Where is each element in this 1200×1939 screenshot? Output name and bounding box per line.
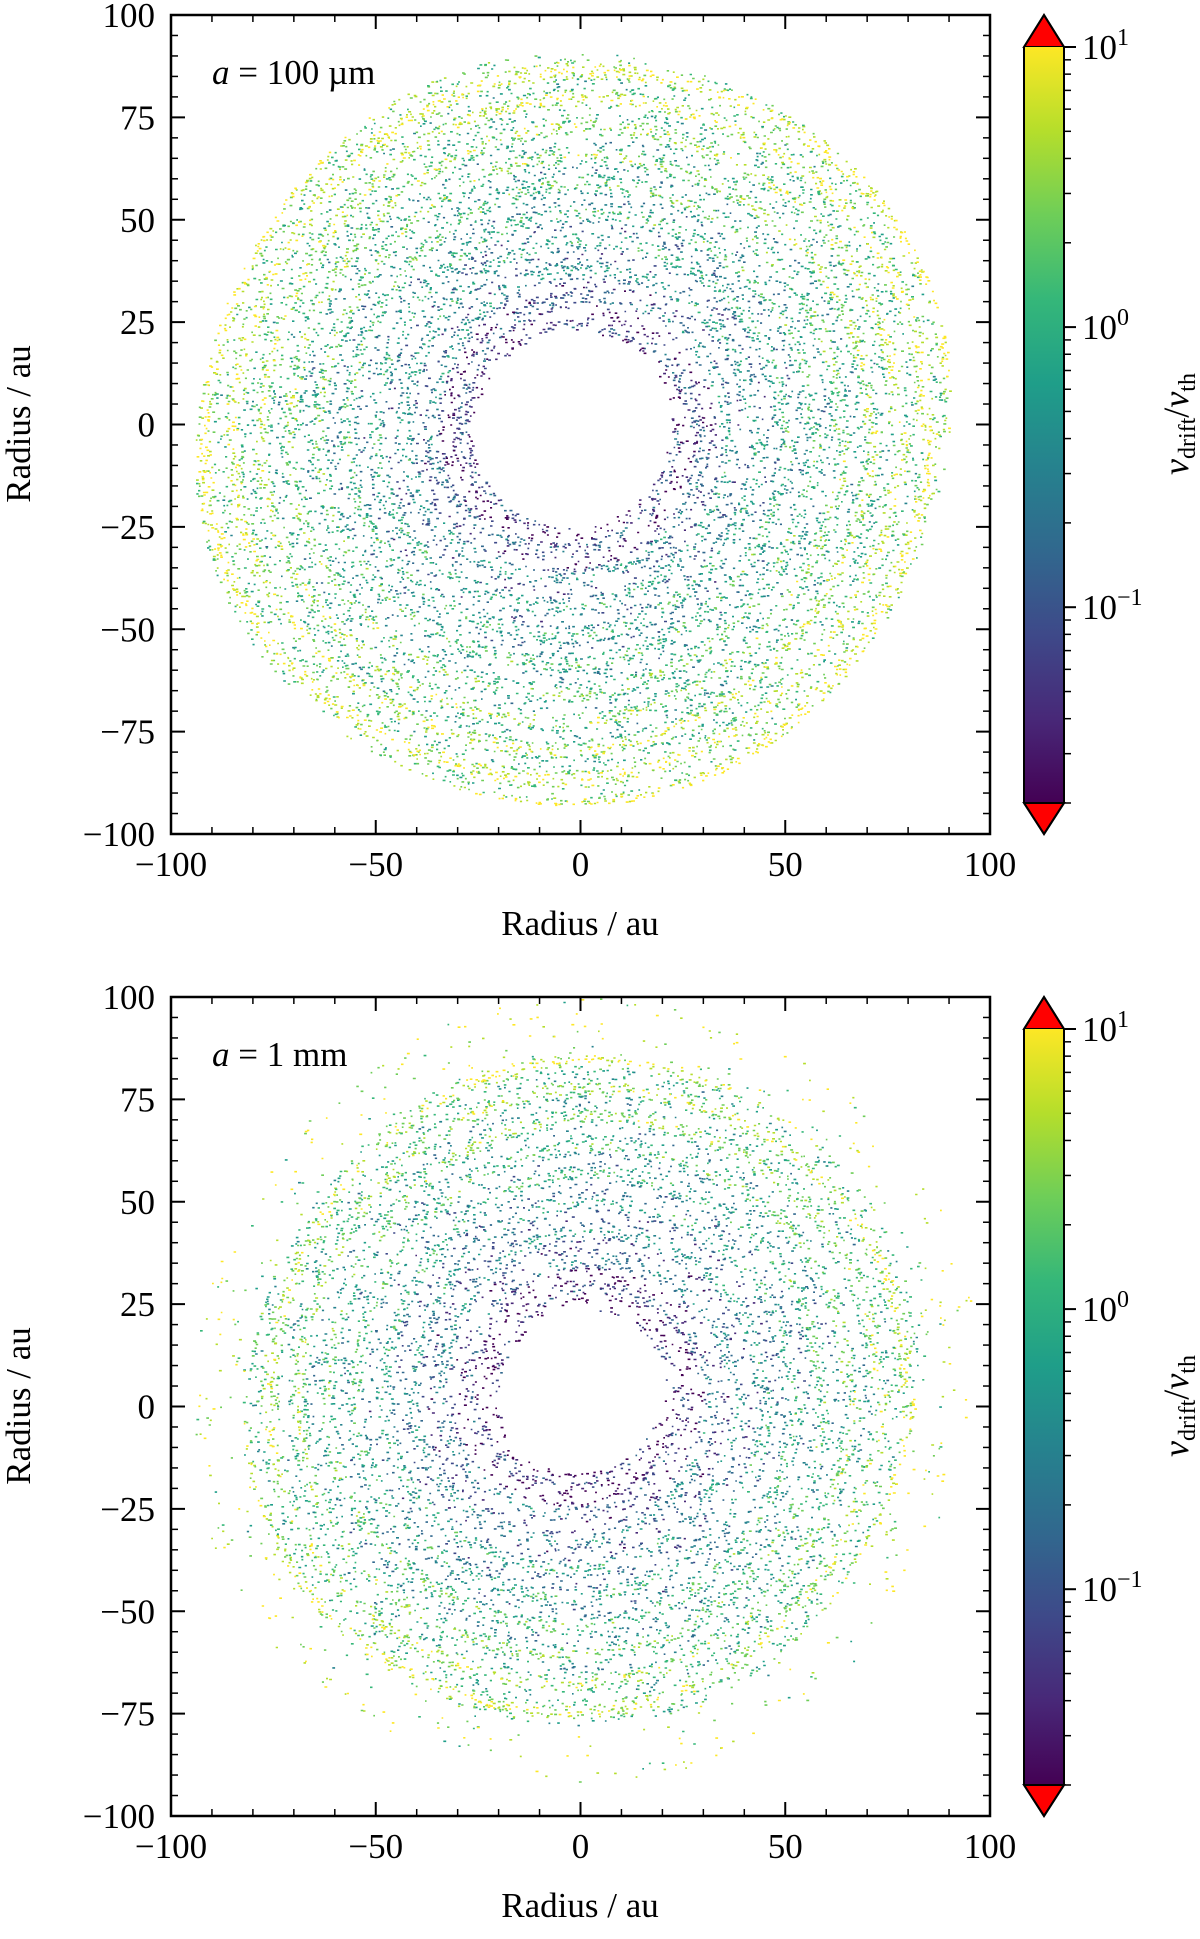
colorbar-label-bottom: vdrift/vth — [1156, 1355, 1200, 1457]
particle-group — [344, 1133, 831, 1644]
scatter-points-bottom — [195, 998, 973, 1783]
x-tick-label: 50 — [768, 845, 803, 884]
x-axis-label-top: Radius / au — [501, 904, 658, 943]
cb-label-sub2-top: th — [1175, 373, 1200, 392]
plot-frame-top — [169, 13, 992, 836]
y-tick-label: −25 — [100, 1490, 155, 1529]
x-tick-label: 100 — [964, 845, 1017, 884]
cb-label-v2-bottom: v — [1156, 1374, 1196, 1390]
x-tick-label: 0 — [572, 1827, 590, 1866]
y-tick-label: 25 — [120, 1285, 155, 1324]
particle-group — [199, 1004, 968, 1778]
y-tick-label: 25 — [120, 303, 155, 342]
y-tick-label: −25 — [100, 508, 155, 547]
colorbar-tick-label: 101 — [1082, 25, 1129, 67]
cb-label-sub1-bottom: drift — [1175, 1399, 1200, 1441]
x-tick-label: −100 — [135, 1827, 207, 1866]
y-axis-label-bottom: Radius / au — [0, 1327, 38, 1484]
colorbar-ticks-bottom: 10−1 100 101 — [1064, 1007, 1143, 1786]
annotation-value-top: = 100 µm — [230, 53, 376, 92]
panel-top: −100 −50 0 50 100 −100 −75 −50 −25 0 25 50 75 100 a … — [0, 0, 1200, 943]
particle-group — [196, 56, 948, 802]
x-axis-label-bottom: Radius / au — [501, 1886, 658, 1925]
y-axis-label-top: Radius / au — [0, 345, 38, 502]
annotation-prefix-bottom: a — [212, 1035, 230, 1074]
cb-label-sep-top: / — [1156, 408, 1196, 418]
annotation-top: a = 100 µm — [212, 53, 375, 92]
colorbar-tick-label: 101 — [1082, 1007, 1129, 1049]
colorbar-tick-label: 10−1 — [1082, 585, 1143, 627]
x-tick-label: −100 — [135, 845, 207, 884]
x-ticks-top: −100 −50 0 50 100 — [135, 15, 1016, 884]
y-tick-label: 100 — [103, 978, 156, 1017]
x-tick-label: 0 — [572, 845, 590, 884]
y-ticks-bottom: −100 −75 −50 −25 0 25 50 75 100 — [83, 978, 990, 1836]
y-tick-label: −75 — [100, 713, 155, 752]
cb-label-v2-top: v — [1156, 392, 1196, 408]
y-tick-label: 0 — [138, 406, 156, 445]
y-tick-label: −100 — [83, 815, 155, 854]
scatter-points-top — [195, 54, 952, 807]
colorbar-tick-label: 100 — [1082, 1287, 1129, 1329]
x-tick-label: 100 — [964, 1827, 1017, 1866]
cb-label-sep-bottom: / — [1156, 1390, 1196, 1400]
plot-frame-bottom — [169, 995, 992, 1818]
y-tick-label: −50 — [100, 1592, 155, 1631]
particle-group — [424, 285, 713, 569]
particle-group — [246, 1045, 919, 1727]
y-ticks-top: −100 −75 −50 −25 0 25 50 75 100 — [83, 0, 990, 854]
annotation-bottom: a = 1 mm — [212, 1035, 347, 1074]
y-tick-label: 75 — [120, 98, 155, 137]
colorbar-gradient-top — [1024, 47, 1064, 803]
y-tick-label: 75 — [120, 1080, 155, 1119]
x-tick-label: 50 — [768, 1827, 803, 1866]
annotation-value-bottom: = 1 mm — [230, 1035, 348, 1074]
cb-label-v1-top: v — [1156, 459, 1196, 475]
y-tick-label: 100 — [103, 0, 156, 35]
y-tick-label: −50 — [100, 610, 155, 649]
cb-label-sub2-bottom: th — [1175, 1355, 1200, 1374]
colorbar-tick-label: 100 — [1082, 305, 1129, 347]
y-tick-label: 0 — [138, 1388, 156, 1427]
colorbar-extend-min-top — [1022, 802, 1066, 836]
cb-label-sub1-top: drift — [1175, 417, 1200, 459]
colorbar-ticks-top: 10−1 100 101 — [1064, 25, 1143, 804]
x-ticks-bottom: −100 −50 0 50 100 — [135, 997, 1016, 1866]
particle-group — [220, 80, 936, 765]
y-tick-label: 50 — [120, 1183, 155, 1222]
colorbar-gradient-bottom — [1024, 1029, 1064, 1785]
panel-bottom: −100 −50 0 50 100 −100 −75 −50 −25 0 25 50 75 100 a … — [0, 978, 1200, 1925]
particle-group — [427, 1247, 730, 1553]
y-tick-label: 50 — [120, 201, 155, 240]
y-tick-label: −100 — [83, 1797, 155, 1836]
particle-group — [195, 60, 952, 805]
colorbar-extend-max-top — [1022, 13, 1066, 48]
x-tick-label: −50 — [348, 845, 403, 884]
colorbar-extend-max-bottom — [1022, 995, 1066, 1030]
annotation-prefix-top: a — [212, 53, 230, 92]
x-tick-label: −50 — [348, 1827, 403, 1866]
cb-label-v1-bottom: v — [1156, 1441, 1196, 1457]
colorbar-extend-min-bottom — [1022, 1784, 1066, 1818]
y-tick-label: −75 — [100, 1695, 155, 1734]
colorbar-tick-label: 10−1 — [1082, 1567, 1143, 1609]
colorbar-label-top: vdrift/vth — [1156, 373, 1200, 475]
